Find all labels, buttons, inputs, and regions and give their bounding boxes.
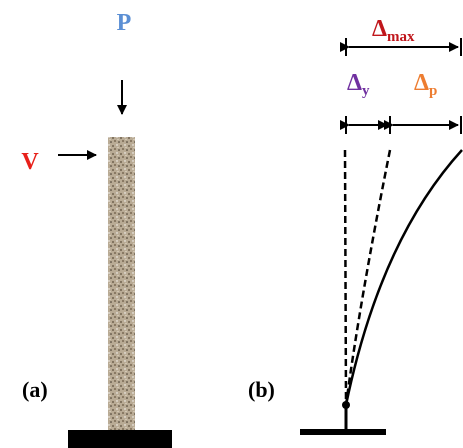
deflected-shapes: [345, 150, 462, 405]
base: [300, 429, 386, 435]
column: [108, 137, 135, 430]
panel-label: (a): [22, 377, 48, 402]
panel-label: (b): [248, 377, 275, 402]
panel-b: (b) Δmax Δy Δp: [248, 16, 462, 435]
panel-a: P V (a): [21, 10, 172, 448]
plastic-displacement-label: Δp: [414, 70, 437, 99]
component-dimensions: [346, 116, 461, 134]
yield-displacement-label: Δy: [347, 70, 370, 99]
footing: [68, 430, 172, 448]
diagram: P V (a) (b) Δmax Δy Δp: [0, 0, 463, 448]
max-displacement-label: Δmax: [372, 16, 415, 45]
axial-load-label: P: [117, 10, 132, 36]
lateral-load-label: V: [21, 149, 39, 175]
